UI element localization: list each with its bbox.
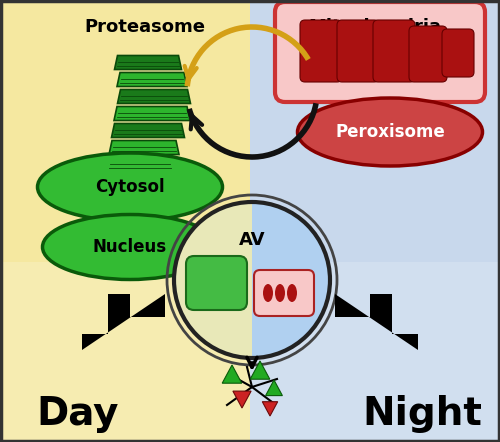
Circle shape (174, 202, 330, 358)
Ellipse shape (287, 284, 297, 302)
Polygon shape (112, 123, 184, 137)
Polygon shape (109, 141, 179, 155)
FancyBboxPatch shape (300, 20, 342, 82)
Text: Cytosol: Cytosol (95, 178, 165, 196)
Polygon shape (266, 380, 282, 396)
Polygon shape (222, 365, 242, 383)
Polygon shape (117, 72, 187, 87)
FancyBboxPatch shape (409, 26, 447, 82)
Ellipse shape (42, 214, 218, 279)
Polygon shape (233, 391, 251, 408)
Text: AV: AV (239, 231, 265, 249)
FancyBboxPatch shape (373, 20, 415, 82)
Ellipse shape (298, 98, 482, 166)
Text: Mitochondria: Mitochondria (308, 18, 442, 36)
FancyBboxPatch shape (442, 29, 474, 77)
Polygon shape (114, 56, 182, 69)
FancyBboxPatch shape (186, 256, 247, 310)
Text: Peroxisome: Peroxisome (335, 123, 445, 141)
Text: Proteasome: Proteasome (84, 18, 206, 36)
Polygon shape (250, 361, 270, 379)
Polygon shape (0, 262, 500, 442)
Polygon shape (114, 107, 190, 121)
Polygon shape (250, 0, 500, 442)
Polygon shape (262, 402, 278, 416)
Ellipse shape (275, 284, 285, 302)
Text: Nucleus: Nucleus (93, 238, 167, 256)
Text: Night: Night (362, 395, 482, 433)
Polygon shape (0, 0, 250, 442)
Text: Day: Day (37, 395, 119, 433)
Polygon shape (335, 294, 418, 350)
FancyBboxPatch shape (275, 2, 485, 102)
Polygon shape (118, 89, 190, 103)
Ellipse shape (38, 153, 222, 221)
Wedge shape (252, 202, 330, 358)
Polygon shape (82, 294, 165, 350)
FancyBboxPatch shape (337, 20, 379, 82)
FancyBboxPatch shape (254, 270, 314, 316)
Polygon shape (106, 157, 174, 171)
Ellipse shape (263, 284, 273, 302)
